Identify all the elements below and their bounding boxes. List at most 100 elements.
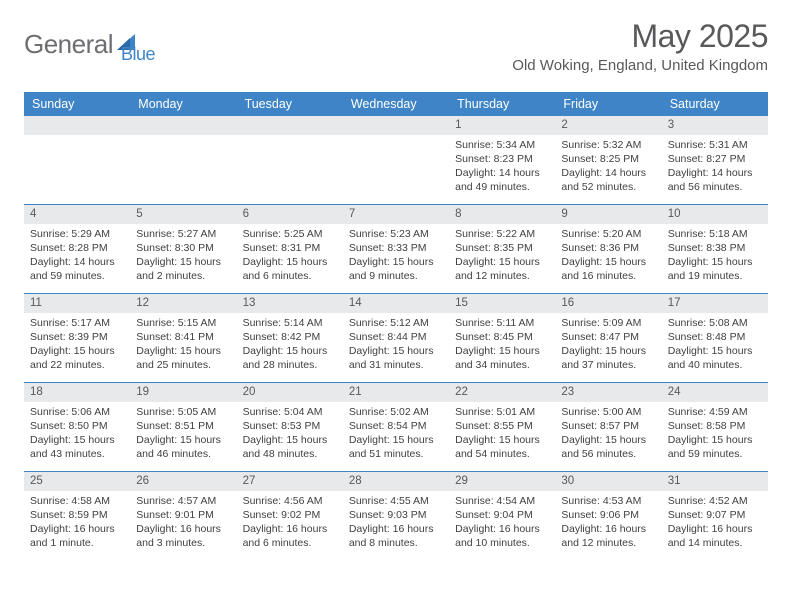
day-info: Sunrise: 5:31 AMSunset: 8:27 PMDaylight:… <box>662 135 768 199</box>
day-cell: 15Sunrise: 5:11 AMSunset: 8:45 PMDayligh… <box>449 294 555 382</box>
day-number: 13 <box>237 294 343 313</box>
weekday-header-cell: Tuesday <box>237 92 343 116</box>
day-info: Sunrise: 4:53 AMSunset: 9:06 PMDaylight:… <box>555 491 661 555</box>
day-info: Sunrise: 5:05 AMSunset: 8:51 PMDaylight:… <box>130 402 236 466</box>
day-cell: 6Sunrise: 5:25 AMSunset: 8:31 PMDaylight… <box>237 205 343 293</box>
day-cell: 25Sunrise: 4:58 AMSunset: 8:59 PMDayligh… <box>24 472 130 560</box>
day-number: 30 <box>555 472 661 491</box>
day-info: Sunrise: 5:20 AMSunset: 8:36 PMDaylight:… <box>555 224 661 288</box>
day-cell: 5Sunrise: 5:27 AMSunset: 8:30 PMDaylight… <box>130 205 236 293</box>
day-cell: 4Sunrise: 5:29 AMSunset: 8:28 PMDaylight… <box>24 205 130 293</box>
day-number: 9 <box>555 205 661 224</box>
day-number: 6 <box>237 205 343 224</box>
day-number: 10 <box>662 205 768 224</box>
day-number: 31 <box>662 472 768 491</box>
day-cell: 30Sunrise: 4:53 AMSunset: 9:06 PMDayligh… <box>555 472 661 560</box>
weekday-header-cell: Friday <box>555 92 661 116</box>
day-cell: 29Sunrise: 4:54 AMSunset: 9:04 PMDayligh… <box>449 472 555 560</box>
day-cell: 21Sunrise: 5:02 AMSunset: 8:54 PMDayligh… <box>343 383 449 471</box>
day-info: Sunrise: 5:15 AMSunset: 8:41 PMDaylight:… <box>130 313 236 377</box>
day-info: Sunrise: 5:06 AMSunset: 8:50 PMDaylight:… <box>24 402 130 466</box>
weekday-header-cell: Thursday <box>449 92 555 116</box>
day-info: Sunrise: 5:04 AMSunset: 8:53 PMDaylight:… <box>237 402 343 466</box>
day-number: 5 <box>130 205 236 224</box>
day-number <box>24 116 130 135</box>
day-cell: 27Sunrise: 4:56 AMSunset: 9:02 PMDayligh… <box>237 472 343 560</box>
day-number: 16 <box>555 294 661 313</box>
day-number: 23 <box>555 383 661 402</box>
day-cell: 7Sunrise: 5:23 AMSunset: 8:33 PMDaylight… <box>343 205 449 293</box>
day-cell <box>130 116 236 204</box>
weekday-header-cell: Saturday <box>662 92 768 116</box>
day-info: Sunrise: 5:02 AMSunset: 8:54 PMDaylight:… <box>343 402 449 466</box>
day-cell: 23Sunrise: 5:00 AMSunset: 8:57 PMDayligh… <box>555 383 661 471</box>
day-cell: 1Sunrise: 5:34 AMSunset: 8:23 PMDaylight… <box>449 116 555 204</box>
day-number: 14 <box>343 294 449 313</box>
day-cell: 31Sunrise: 4:52 AMSunset: 9:07 PMDayligh… <box>662 472 768 560</box>
week-row: 4Sunrise: 5:29 AMSunset: 8:28 PMDaylight… <box>24 204 768 293</box>
day-info: Sunrise: 5:17 AMSunset: 8:39 PMDaylight:… <box>24 313 130 377</box>
day-cell: 12Sunrise: 5:15 AMSunset: 8:41 PMDayligh… <box>130 294 236 382</box>
location-text: Old Woking, England, United Kingdom <box>512 57 768 74</box>
day-number: 27 <box>237 472 343 491</box>
day-cell: 17Sunrise: 5:08 AMSunset: 8:48 PMDayligh… <box>662 294 768 382</box>
day-info: Sunrise: 5:29 AMSunset: 8:28 PMDaylight:… <box>24 224 130 288</box>
day-number: 29 <box>449 472 555 491</box>
day-cell <box>343 116 449 204</box>
day-cell: 26Sunrise: 4:57 AMSunset: 9:01 PMDayligh… <box>130 472 236 560</box>
day-number: 8 <box>449 205 555 224</box>
day-cell: 13Sunrise: 5:14 AMSunset: 8:42 PMDayligh… <box>237 294 343 382</box>
weekday-header-cell: Monday <box>130 92 236 116</box>
day-number: 11 <box>24 294 130 313</box>
day-cell: 10Sunrise: 5:18 AMSunset: 8:38 PMDayligh… <box>662 205 768 293</box>
calendar-page: General Blue May 2025 Old Woking, Englan… <box>0 0 792 560</box>
day-number <box>343 116 449 135</box>
brand-logo: General Blue <box>24 24 155 65</box>
day-info: Sunrise: 5:32 AMSunset: 8:25 PMDaylight:… <box>555 135 661 199</box>
brand-name-part1: General <box>24 29 113 60</box>
day-number: 22 <box>449 383 555 402</box>
week-row: 18Sunrise: 5:06 AMSunset: 8:50 PMDayligh… <box>24 382 768 471</box>
day-cell: 3Sunrise: 5:31 AMSunset: 8:27 PMDaylight… <box>662 116 768 204</box>
page-header: General Blue May 2025 Old Woking, Englan… <box>24 18 768 74</box>
weekday-header-cell: Sunday <box>24 92 130 116</box>
title-block: May 2025 Old Woking, England, United Kin… <box>512 18 768 74</box>
day-cell: 19Sunrise: 5:05 AMSunset: 8:51 PMDayligh… <box>130 383 236 471</box>
day-info: Sunrise: 4:54 AMSunset: 9:04 PMDaylight:… <box>449 491 555 555</box>
day-number: 2 <box>555 116 661 135</box>
day-cell <box>24 116 130 204</box>
day-number: 25 <box>24 472 130 491</box>
calendar-body: 1Sunrise: 5:34 AMSunset: 8:23 PMDaylight… <box>24 116 768 560</box>
day-number <box>130 116 236 135</box>
day-number: 24 <box>662 383 768 402</box>
day-cell: 11Sunrise: 5:17 AMSunset: 8:39 PMDayligh… <box>24 294 130 382</box>
day-info: Sunrise: 5:34 AMSunset: 8:23 PMDaylight:… <box>449 135 555 199</box>
day-info: Sunrise: 5:14 AMSunset: 8:42 PMDaylight:… <box>237 313 343 377</box>
day-info: Sunrise: 5:25 AMSunset: 8:31 PMDaylight:… <box>237 224 343 288</box>
week-row: 1Sunrise: 5:34 AMSunset: 8:23 PMDaylight… <box>24 116 768 204</box>
weekday-header-row: SundayMondayTuesdayWednesdayThursdayFrid… <box>24 92 768 116</box>
brand-name-part2: Blue <box>121 44 155 64</box>
day-number: 20 <box>237 383 343 402</box>
day-cell: 22Sunrise: 5:01 AMSunset: 8:55 PMDayligh… <box>449 383 555 471</box>
day-cell: 24Sunrise: 4:59 AMSunset: 8:58 PMDayligh… <box>662 383 768 471</box>
day-number: 1 <box>449 116 555 135</box>
day-info: Sunrise: 4:55 AMSunset: 9:03 PMDaylight:… <box>343 491 449 555</box>
day-info: Sunrise: 4:59 AMSunset: 8:58 PMDaylight:… <box>662 402 768 466</box>
day-info: Sunrise: 5:08 AMSunset: 8:48 PMDaylight:… <box>662 313 768 377</box>
day-info: Sunrise: 4:56 AMSunset: 9:02 PMDaylight:… <box>237 491 343 555</box>
day-info: Sunrise: 4:52 AMSunset: 9:07 PMDaylight:… <box>662 491 768 555</box>
day-info: Sunrise: 5:22 AMSunset: 8:35 PMDaylight:… <box>449 224 555 288</box>
calendar-grid: SundayMondayTuesdayWednesdayThursdayFrid… <box>24 92 768 560</box>
day-info: Sunrise: 4:58 AMSunset: 8:59 PMDaylight:… <box>24 491 130 555</box>
day-number: 7 <box>343 205 449 224</box>
day-info: Sunrise: 5:00 AMSunset: 8:57 PMDaylight:… <box>555 402 661 466</box>
day-cell <box>237 116 343 204</box>
day-number <box>237 116 343 135</box>
day-number: 28 <box>343 472 449 491</box>
day-info: Sunrise: 5:27 AMSunset: 8:30 PMDaylight:… <box>130 224 236 288</box>
day-info: Sunrise: 5:01 AMSunset: 8:55 PMDaylight:… <box>449 402 555 466</box>
day-number: 26 <box>130 472 236 491</box>
day-info: Sunrise: 5:18 AMSunset: 8:38 PMDaylight:… <box>662 224 768 288</box>
day-number: 21 <box>343 383 449 402</box>
